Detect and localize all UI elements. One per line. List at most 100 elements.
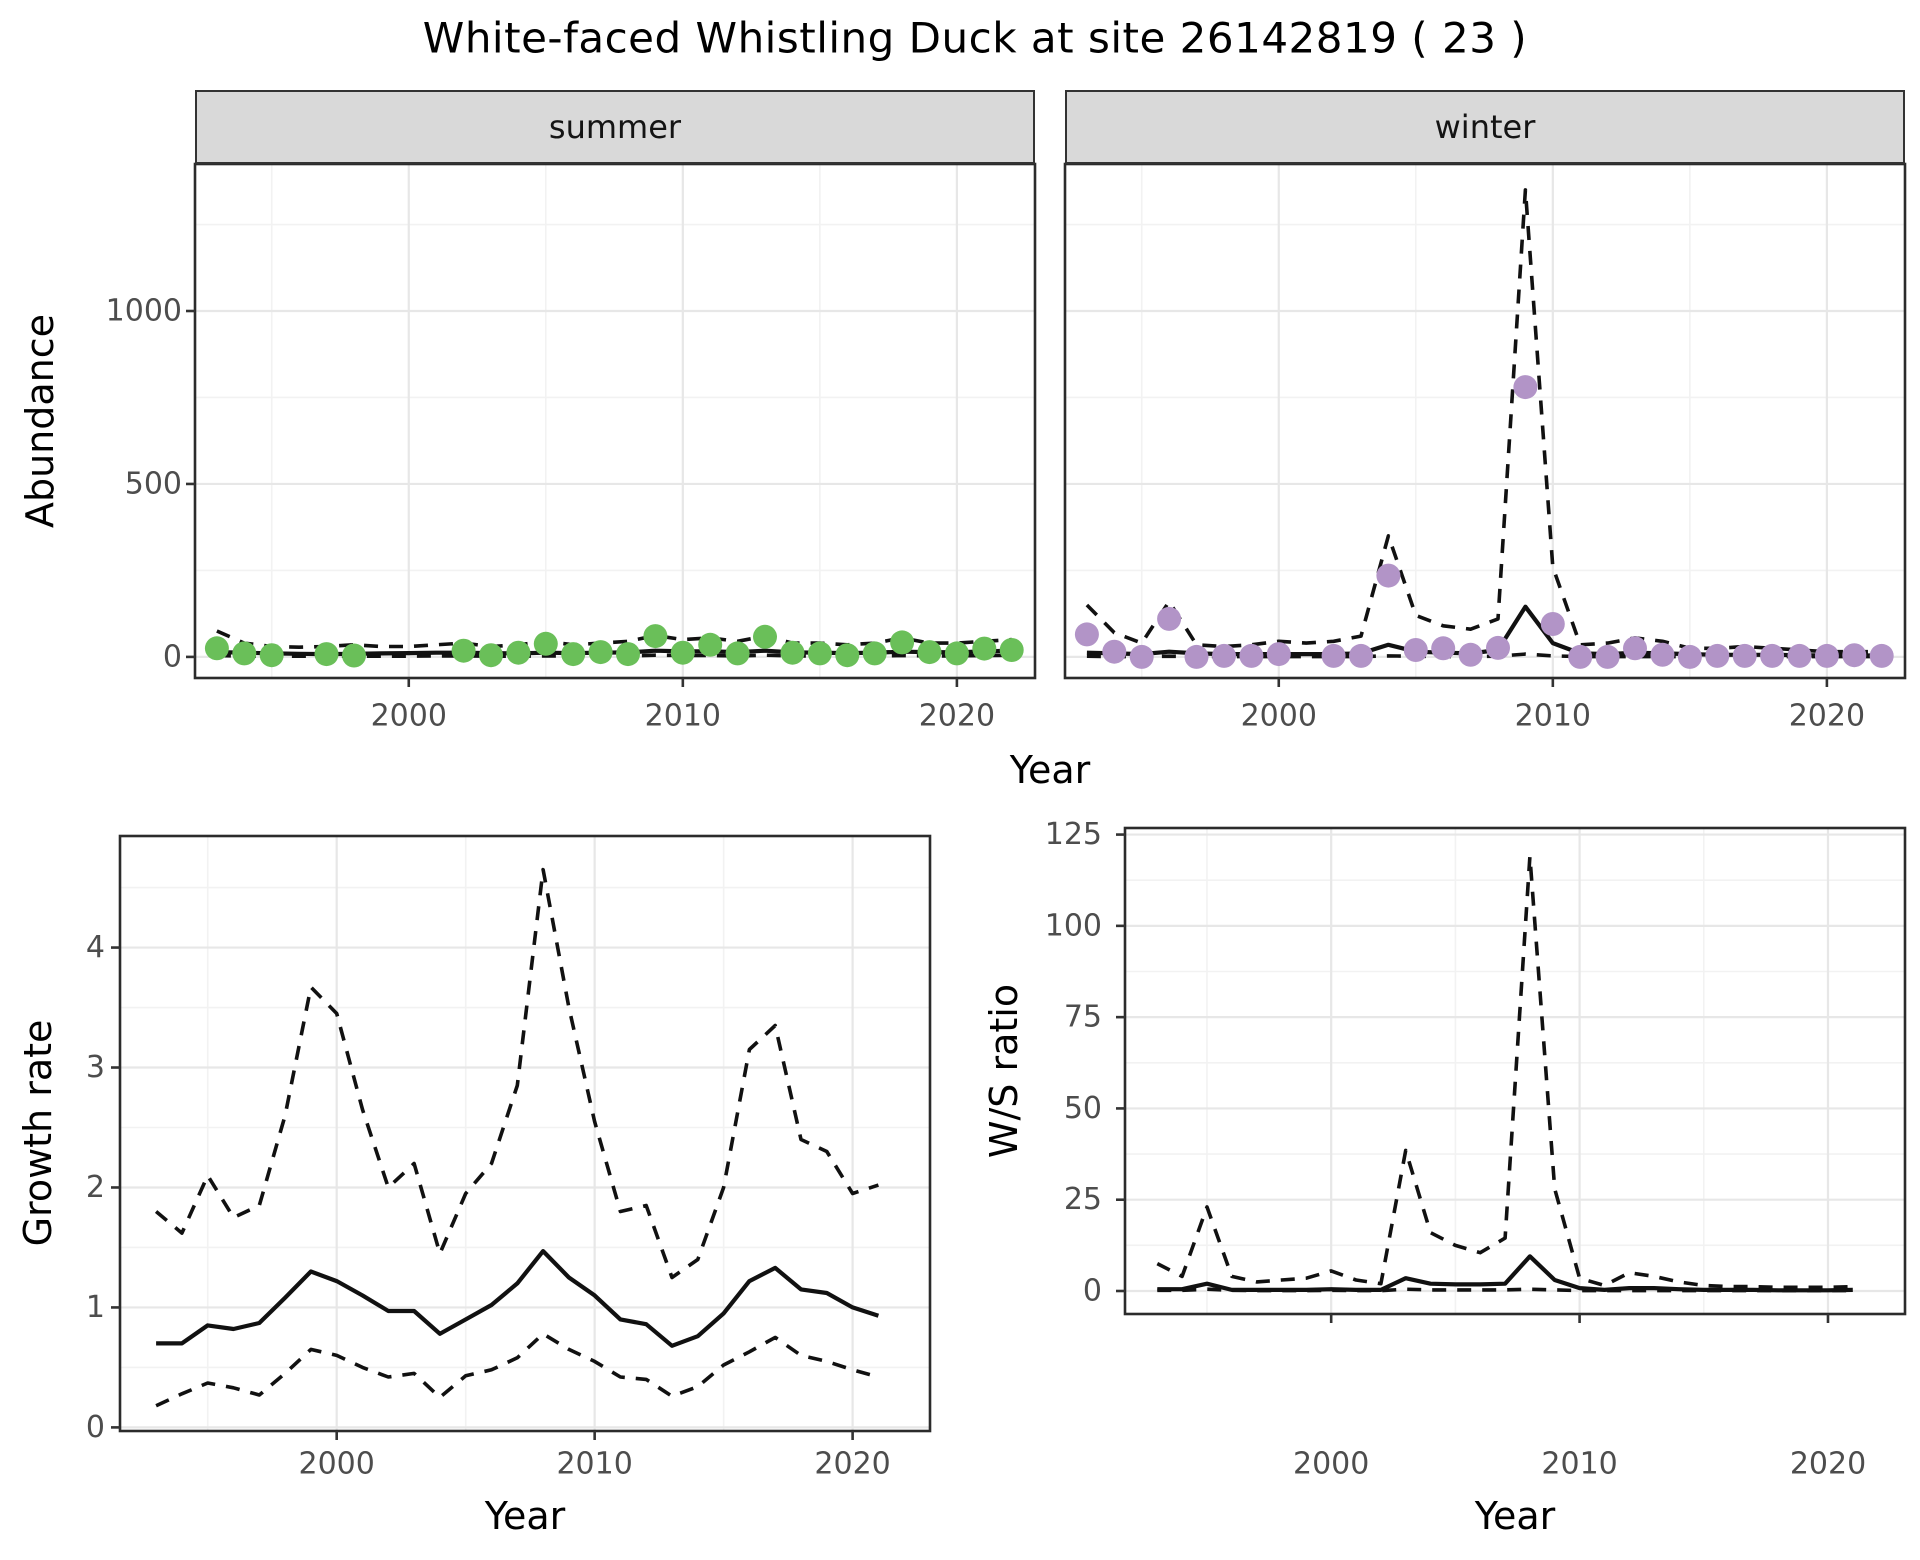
ws-ratio-y-tick-label: 50 bbox=[1064, 1091, 1102, 1126]
abundance-winter-point bbox=[1677, 644, 1702, 669]
abundance-summer-point bbox=[616, 642, 640, 667]
abundance-winter-point bbox=[1239, 643, 1264, 668]
ws-ratio-panel: 2000 2010 2020 0 25 50 75 100 125 bbox=[1045, 817, 1907, 1482]
abundance-winter-point bbox=[1403, 638, 1428, 662]
growth-rate-upper-ci-line bbox=[154, 867, 879, 1280]
abundance-winter-x-tick-label: 2000 bbox=[1241, 699, 1317, 734]
abundance-winter-point bbox=[1376, 563, 1401, 588]
abundance-winter-point bbox=[1540, 612, 1565, 636]
abundance-winter-point bbox=[1869, 643, 1894, 668]
abundance-winter-point bbox=[1595, 644, 1620, 669]
facet-strip-winter-label: winter bbox=[1434, 108, 1536, 146]
growth-rate-x-tick-label: 2020 bbox=[814, 1447, 890, 1482]
abundance-winter-point bbox=[1458, 642, 1483, 667]
abundance-summer-y-tick-label: 1000 bbox=[106, 294, 182, 329]
abundance-summer-point bbox=[451, 638, 476, 663]
abundance-summer-point bbox=[780, 640, 805, 665]
ws-ratio-y-tick-label: 100 bbox=[1045, 908, 1102, 943]
abundance-winter-point bbox=[1568, 644, 1593, 669]
ws-ratio-y-tick-label: 25 bbox=[1064, 1182, 1102, 1217]
abundance-winter-point bbox=[1732, 643, 1757, 668]
abundance-summer-y-tick-label: 500 bbox=[125, 466, 182, 501]
abundance-winter-point bbox=[1102, 639, 1127, 664]
abundance-winter-point bbox=[1705, 643, 1730, 668]
abundance-winter-point bbox=[1760, 643, 1785, 668]
abundance-summer-point bbox=[917, 640, 942, 665]
abundance-winter-point bbox=[1349, 643, 1373, 668]
abundance-winter-x-tick-label: 2010 bbox=[1515, 699, 1591, 734]
abundance-summer-point bbox=[972, 636, 997, 661]
ws-ratio-upper-ci-line bbox=[1156, 854, 1853, 1290]
abundance-summer-point bbox=[999, 638, 1024, 662]
abundance-summer-y-tick-label: 0 bbox=[163, 639, 182, 674]
page-title: White-faced Whistling Duck at site 26142… bbox=[422, 13, 1528, 63]
abundance-summer-point bbox=[588, 640, 613, 665]
abundance-winter-point bbox=[1321, 643, 1346, 668]
abundance-summer-point bbox=[807, 641, 832, 666]
abundance-winter-point bbox=[1212, 643, 1236, 668]
ws-ratio-y-tick-label: 0 bbox=[1083, 1273, 1102, 1308]
abundance-summer-x-tick-label: 2020 bbox=[919, 699, 995, 734]
abundance-winter-point bbox=[1787, 643, 1812, 668]
abundance-summer-point bbox=[862, 641, 887, 666]
abundance-winter-panel: 2000 2010 2020 bbox=[1063, 162, 1907, 734]
abundance-winter-point bbox=[1184, 644, 1209, 669]
abundance-summer-point bbox=[314, 642, 339, 667]
abundance-winter-point bbox=[1157, 606, 1182, 631]
abundance-winter-point bbox=[1431, 636, 1456, 661]
ws-ratio-x-tick-label: 2010 bbox=[1541, 1447, 1617, 1482]
abundance-summer-point bbox=[342, 643, 366, 668]
growth-rate-fit-line bbox=[156, 1248, 880, 1348]
ws-ratio-y-tick-label: 75 bbox=[1064, 1000, 1102, 1035]
abundance-winter-point bbox=[1074, 622, 1099, 647]
growth-rate-panel: 2000 2010 2020 0 1 2 3 4 bbox=[86, 834, 932, 1482]
growth-rate-lower-ci-line bbox=[155, 1332, 879, 1408]
abundance-summer-point bbox=[725, 641, 750, 666]
abundance-summer-point bbox=[259, 643, 284, 668]
abundance-summer-point bbox=[670, 640, 695, 665]
abundance-summer-point bbox=[890, 630, 915, 655]
abundance-winter-point bbox=[1650, 642, 1675, 667]
ws-ratio-fit-line bbox=[1157, 1254, 1853, 1293]
abundance-winter-point bbox=[1486, 635, 1510, 660]
growth-rate-y-tick-label: 3 bbox=[86, 1050, 105, 1085]
facet-strip-summer: summer bbox=[195, 90, 1035, 164]
abundance-winter-point bbox=[1129, 644, 1154, 669]
abundance-winter-point bbox=[1842, 643, 1867, 668]
abundance-winter-point bbox=[1814, 643, 1839, 668]
abundance-summer-point bbox=[479, 643, 503, 668]
y-axis-title-ws-ratio: W/S ratio bbox=[982, 983, 1026, 1159]
abundance-summer-point bbox=[204, 636, 229, 661]
growth-rate-y-tick-label: 1 bbox=[86, 1290, 105, 1325]
y-axis-title-growth-rate: Growth rate bbox=[16, 1019, 60, 1247]
abundance-summer-point bbox=[232, 641, 257, 666]
abundance-summer-point bbox=[698, 632, 723, 657]
y-axis-title-abundance: Abundance bbox=[18, 313, 62, 529]
abundance-summer-point bbox=[561, 642, 586, 667]
abundance-summer-point bbox=[835, 643, 860, 668]
abundance-winter-x-tick-label: 2020 bbox=[1789, 699, 1865, 734]
abundance-winter-point bbox=[1513, 375, 1538, 400]
growth-rate-x-tick-label: 2000 bbox=[299, 1447, 375, 1482]
growth-rate-x-tick-label: 2010 bbox=[556, 1447, 632, 1482]
abundance-summer-x-tick-label: 2000 bbox=[371, 699, 447, 734]
x-axis-title-year-top: Year bbox=[1009, 748, 1091, 792]
growth-rate-y-tick-label: 2 bbox=[86, 1170, 105, 1205]
growth-rate-y-tick-label: 0 bbox=[86, 1410, 105, 1445]
x-axis-title-year-bottom-right: Year bbox=[1474, 1494, 1556, 1538]
x-axis-title-year-bottom-left: Year bbox=[484, 1494, 566, 1538]
ws-ratio-x-tick-label: 2000 bbox=[1293, 1447, 1369, 1482]
abundance-summer-point bbox=[506, 640, 531, 665]
abundance-winter-point bbox=[1266, 642, 1291, 667]
ws-ratio-y-tick-label: 125 bbox=[1045, 817, 1102, 852]
abundance-summer-point bbox=[643, 624, 668, 649]
abundance-summer-x-tick-label: 2010 bbox=[645, 699, 721, 734]
abundance-summer-point bbox=[533, 631, 558, 656]
abundance-summer-point bbox=[753, 624, 777, 649]
abundance-summer-panel: 2000 2010 2020 0 500 1000 bbox=[106, 162, 1037, 734]
abundance-winter-point bbox=[1623, 636, 1647, 661]
ws-ratio-x-tick-label: 2020 bbox=[1790, 1447, 1866, 1482]
abundance-summer-point bbox=[944, 641, 969, 666]
